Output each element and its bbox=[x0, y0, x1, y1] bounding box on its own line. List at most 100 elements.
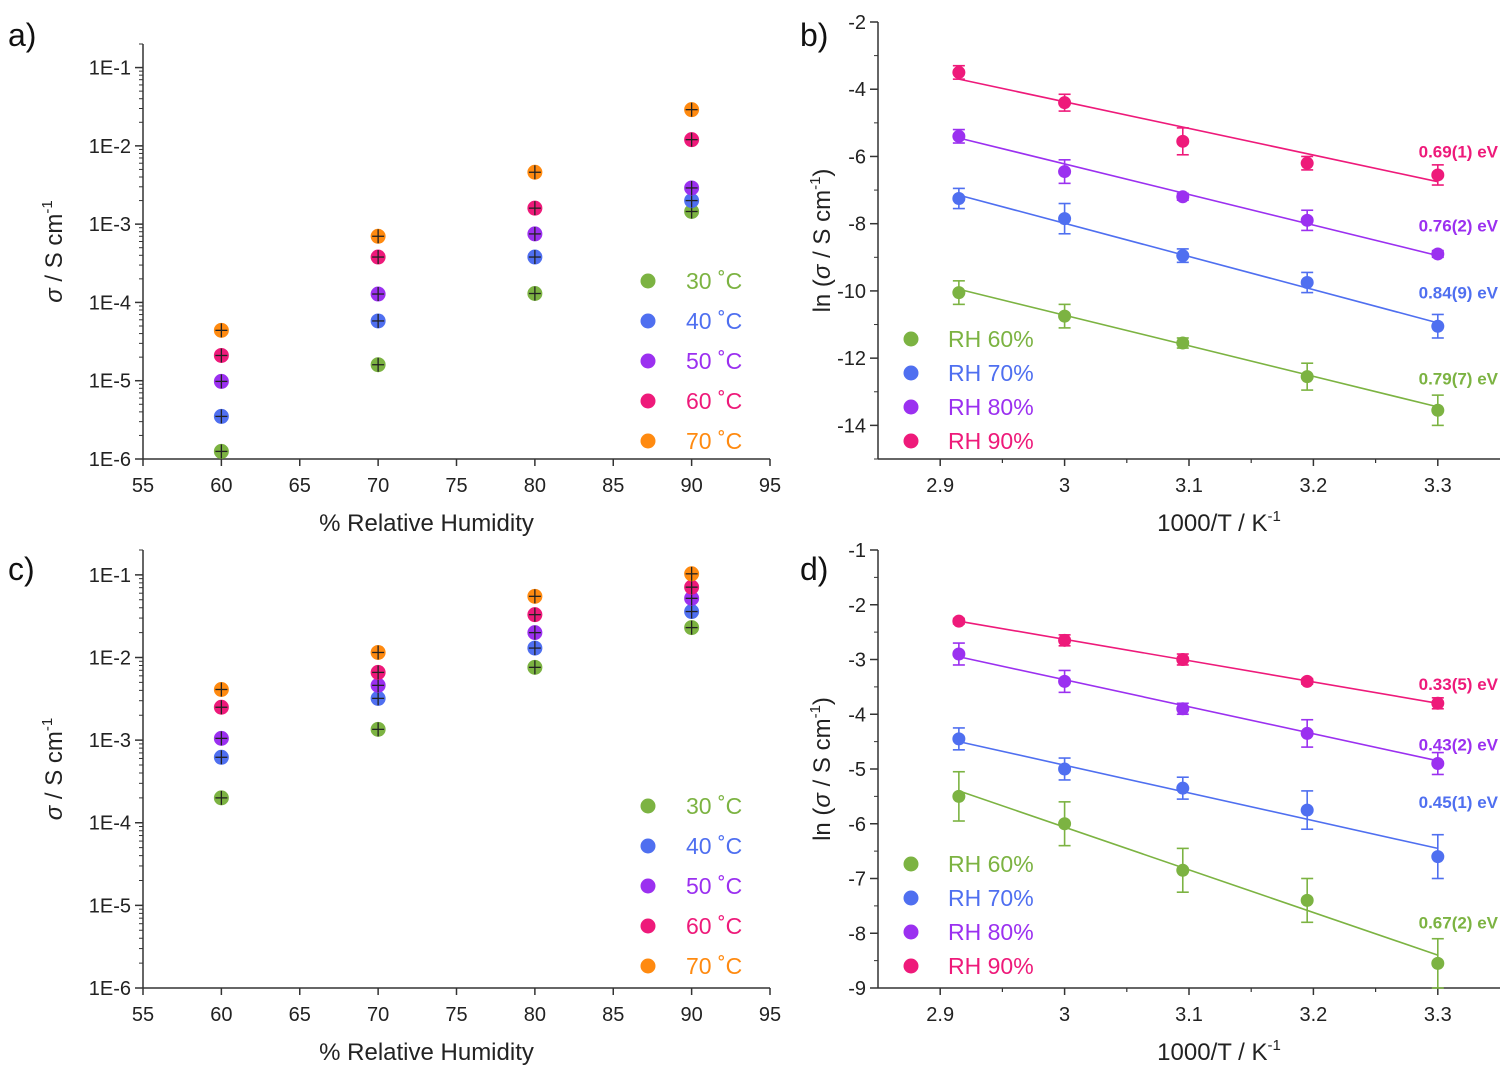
x-tick-label: 75 bbox=[445, 1004, 467, 1026]
x-axis-title: 1000/T / K-1 bbox=[1157, 508, 1281, 537]
x-tick-label: 3.2 bbox=[1299, 1004, 1327, 1026]
fit-line bbox=[958, 78, 1438, 183]
series-40-c bbox=[213, 604, 700, 765]
series-30-c bbox=[213, 204, 700, 459]
y-tick-label: 1E-5 bbox=[89, 895, 131, 917]
y-tick-label: -8 bbox=[848, 214, 866, 236]
data-point bbox=[1058, 633, 1072, 647]
y-tick-label: -4 bbox=[848, 79, 866, 101]
data-point bbox=[1176, 190, 1190, 204]
y-tick-label: 1E-2 bbox=[89, 647, 131, 669]
series-rh-60-: 0.79(7) eV bbox=[952, 280, 1499, 427]
activation-energy-label: 0.79(7) eV bbox=[1419, 369, 1499, 388]
legend-marker bbox=[903, 856, 919, 872]
x-axis-title: % Relative Humidity bbox=[319, 1039, 534, 1066]
data-point bbox=[1300, 156, 1314, 170]
data-point bbox=[1300, 893, 1314, 907]
x-tick-label: 3.1 bbox=[1175, 475, 1203, 497]
y-tick-label: 1E-4 bbox=[89, 292, 131, 314]
data-point bbox=[1300, 370, 1314, 384]
legend-marker bbox=[903, 433, 919, 449]
x-tick-label: 90 bbox=[681, 475, 703, 497]
legend-marker bbox=[903, 924, 919, 940]
x-tick-label: 90 bbox=[681, 1004, 703, 1026]
fit-line bbox=[958, 790, 1439, 956]
y-axis-title: σ / S cm-1 bbox=[39, 200, 68, 303]
legend-marker bbox=[640, 353, 656, 369]
series-rh-80-: 0.76(2) eV bbox=[952, 128, 1499, 261]
y-tick-label: 1E-6 bbox=[89, 449, 131, 471]
legend-marker bbox=[640, 313, 656, 329]
x-tick-label: 55 bbox=[132, 475, 154, 497]
legend: 30 ˚C 40 ˚C 50 ˚C 60 ˚C 70 ˚C bbox=[640, 793, 742, 979]
x-tick-label: 60 bbox=[210, 475, 232, 497]
legend-marker bbox=[640, 393, 656, 409]
data-point bbox=[1176, 336, 1190, 350]
x-tick-label: 85 bbox=[602, 1004, 624, 1026]
activation-energy-label: 0.67(2) eV bbox=[1419, 913, 1499, 932]
y-axis-title: ln (σ / S cm-1) bbox=[807, 697, 836, 841]
x-tick-label: 65 bbox=[289, 475, 311, 497]
data-point bbox=[1300, 213, 1314, 227]
fit-line bbox=[958, 655, 1438, 762]
series-rh-60-: 0.67(2) eV bbox=[952, 770, 1499, 989]
panel-label: d) bbox=[800, 551, 828, 587]
panel-c: c) 55 60 65 70 75 80 85 90 95 1E-6 1E-5 1E-4 1E-3 1E-2… bbox=[8, 549, 781, 1066]
y-tick-label: 1E-6 bbox=[89, 978, 131, 1000]
legend-label: 60 ˚C bbox=[686, 913, 742, 939]
data-point bbox=[1431, 168, 1445, 182]
x-tick-label: 2.9 bbox=[926, 1004, 954, 1026]
series-70-c bbox=[213, 102, 700, 338]
data-point bbox=[952, 286, 966, 300]
fit-line bbox=[958, 137, 1438, 257]
series-60-c bbox=[213, 579, 700, 715]
y-tick-label: 1E-1 bbox=[89, 58, 131, 80]
data-point bbox=[952, 65, 966, 79]
data-point bbox=[1058, 674, 1072, 688]
activation-energy-label: 0.76(2) eV bbox=[1419, 216, 1499, 235]
x-tick-label: 75 bbox=[445, 475, 467, 497]
panel-label: b) bbox=[800, 17, 828, 53]
panel-a: a) 55 60 65 70 75 80 85 90 95 1E-6 1E-5 1E-4 1E-3 1E-2… bbox=[8, 17, 781, 537]
legend-marker bbox=[903, 365, 919, 381]
x-tick-label: 2.9 bbox=[926, 475, 954, 497]
y-tick-label: -2 bbox=[848, 12, 866, 34]
legend: RH 60% RH 70% RH 80% RH 90% bbox=[903, 326, 1034, 454]
x-tick-label: 70 bbox=[367, 475, 389, 497]
x-tick-label: 55 bbox=[132, 1004, 154, 1026]
x-tick-label: 95 bbox=[759, 1004, 781, 1026]
legend-label: RH 70% bbox=[948, 885, 1034, 911]
legend-marker bbox=[640, 918, 656, 934]
legend-label: 40 ˚C bbox=[686, 308, 742, 334]
activation-energy-label: 0.69(1) eV bbox=[1419, 142, 1499, 161]
data-point bbox=[1300, 803, 1314, 817]
legend-label: RH 80% bbox=[948, 919, 1034, 945]
data-point bbox=[1058, 309, 1072, 323]
y-tick-label: 1E-3 bbox=[89, 730, 131, 752]
data-point bbox=[1431, 850, 1445, 864]
legend-label: RH 60% bbox=[948, 851, 1034, 877]
y-tick-label: 1E-3 bbox=[89, 214, 131, 236]
y-tick-label: -4 bbox=[848, 704, 866, 726]
data-point bbox=[1058, 212, 1072, 226]
activation-energy-label: 0.45(1) eV bbox=[1419, 793, 1499, 812]
legend-marker bbox=[903, 958, 919, 974]
x-tick-label: 85 bbox=[602, 475, 624, 497]
y-axis-title: σ / S cm-1 bbox=[39, 718, 68, 821]
legend-label: RH 90% bbox=[948, 428, 1034, 454]
legend-label: 50 ˚C bbox=[686, 873, 742, 899]
legend-label: 40 ˚C bbox=[686, 833, 742, 859]
data-point bbox=[1176, 702, 1190, 716]
data-point bbox=[1176, 134, 1190, 148]
activation-energy-label: 0.84(9) eV bbox=[1419, 284, 1499, 303]
legend-label: 70 ˚C bbox=[686, 953, 742, 979]
legend: RH 60% RH 70% RH 80% RH 90% bbox=[903, 851, 1034, 979]
x-tick-label: 70 bbox=[367, 1004, 389, 1026]
data-point bbox=[1431, 956, 1445, 970]
data-point bbox=[1300, 674, 1314, 688]
y-tick-label: -6 bbox=[848, 146, 866, 168]
data-point bbox=[952, 789, 966, 803]
data-point bbox=[1431, 696, 1445, 710]
legend-marker bbox=[640, 433, 656, 449]
x-tick-label: 95 bbox=[759, 475, 781, 497]
